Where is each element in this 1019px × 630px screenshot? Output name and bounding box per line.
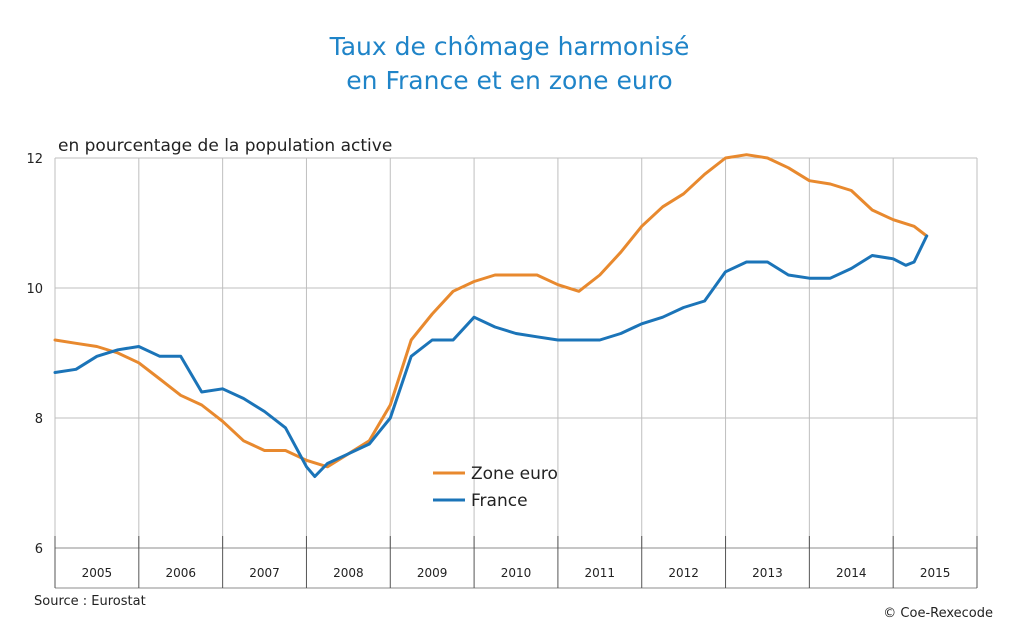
chart-title-line-2: en France et en zone euro [346, 66, 673, 95]
x-tick-label: 2009 [417, 566, 448, 580]
grid-lines [55, 157, 977, 548]
source-note: Source : Eurostat [34, 594, 146, 609]
y-tick-label: 10 [26, 282, 43, 297]
y-tick-label: 8 [35, 412, 43, 427]
y-tick-label: 12 [26, 152, 43, 167]
x-tick-label: 2013 [752, 566, 783, 580]
x-tick-label: 2011 [585, 566, 616, 580]
series-line-france [53, 234, 929, 478]
y-axis-label: en pourcentage de la population active [58, 136, 393, 156]
x-tick-label: 2012 [668, 566, 699, 580]
legend-label: Zone euro [471, 464, 558, 484]
x-tick-label: 2005 [82, 566, 113, 580]
copyright-note: © Coe-Rexecode [883, 606, 993, 621]
x-tick-label: 2014 [836, 566, 867, 580]
x-tick-label: 2008 [333, 566, 364, 580]
x-tick-label: 2015 [920, 566, 951, 580]
axes: 6 8 10 12 2005 2006 2007 2008 2009 2010 2011 2012 20… [26, 152, 978, 589]
chart-title: Taux de chômage harmonisé en France et e… [0, 30, 1019, 98]
legend: Zone euro France [433, 464, 558, 511]
x-tick-label: 2007 [249, 566, 280, 580]
legend-label: France [471, 491, 528, 511]
series-lines [53, 153, 929, 478]
series-line-zone-euro [53, 153, 929, 469]
plot-background [55, 158, 977, 548]
x-tick-label: 2006 [165, 566, 196, 580]
y-tick-label: 6 [35, 542, 43, 557]
x-tick-label: 2010 [501, 566, 532, 580]
chart-title-line-1: Taux de chômage harmonisé [329, 32, 690, 61]
